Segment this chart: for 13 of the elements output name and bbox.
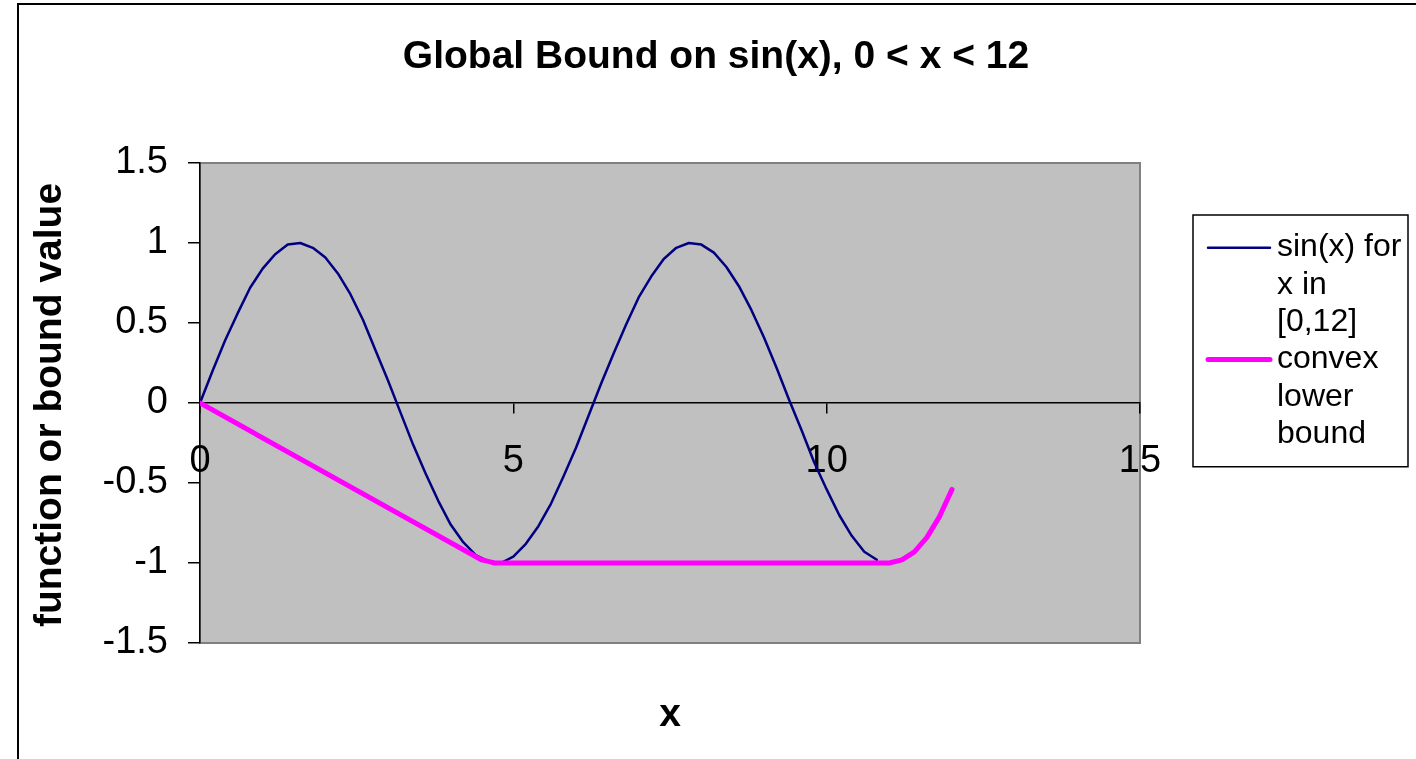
x-axis-title: x bbox=[659, 690, 682, 734]
chart-title: Global Bound on sin(x), 0 < x < 12 bbox=[402, 32, 1030, 76]
x-tick-label: 15 bbox=[1118, 438, 1162, 481]
y-tick-label: -1 bbox=[134, 539, 168, 582]
y-tick-label: 0 bbox=[146, 379, 168, 422]
y-tick-label: -0.5 bbox=[102, 459, 168, 502]
y-axis-title: function or bound value bbox=[25, 182, 69, 628]
y-tick-label: 1.5 bbox=[115, 139, 168, 182]
y-tick-label: 1 bbox=[146, 219, 168, 262]
x-tick-label: 5 bbox=[502, 438, 524, 481]
legend-label: convex lower bound bbox=[1277, 339, 1379, 450]
y-tick-label: 0.5 bbox=[115, 299, 168, 342]
y-tick-label: -1.5 bbox=[102, 619, 168, 662]
